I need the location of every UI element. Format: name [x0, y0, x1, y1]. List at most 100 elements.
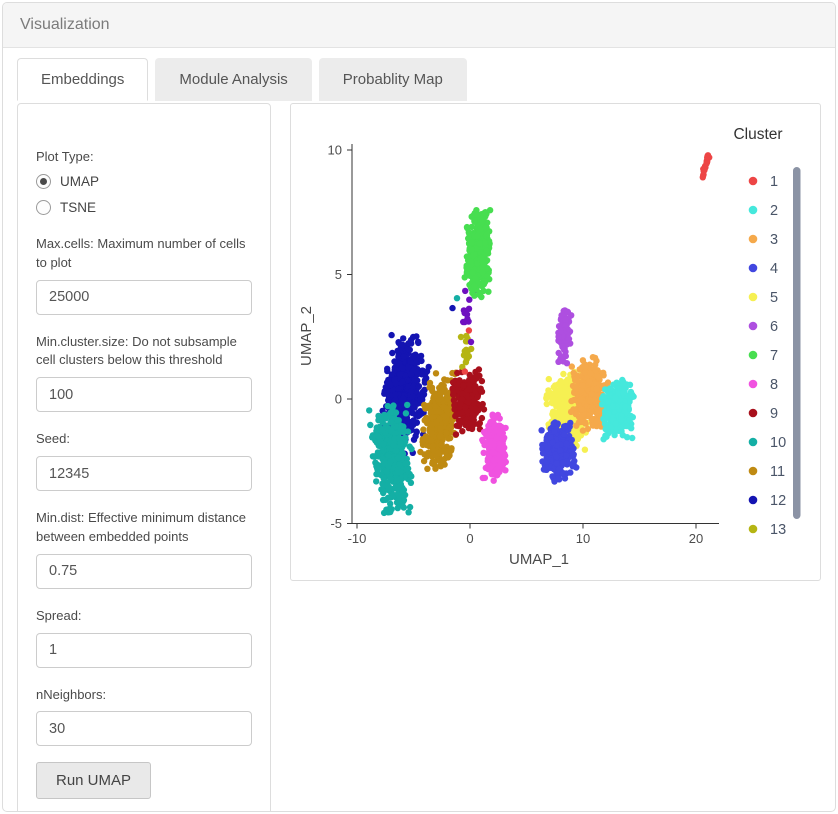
data-point	[387, 409, 394, 416]
data-point	[428, 430, 435, 437]
data-point	[571, 457, 578, 465]
data-point	[557, 447, 564, 454]
data-point	[500, 459, 508, 466]
data-point	[369, 434, 376, 441]
data-point	[587, 396, 594, 404]
data-point	[390, 402, 397, 409]
data-point	[410, 417, 417, 425]
data-point	[579, 357, 587, 364]
data-point	[400, 335, 407, 342]
data-point	[550, 420, 557, 427]
data-point	[581, 446, 589, 453]
data-point	[471, 398, 478, 405]
data-point	[568, 397, 575, 405]
legend-label-8: 8	[770, 377, 778, 393]
y-tick-label: 5	[335, 267, 342, 282]
data-point	[623, 422, 631, 430]
data-point	[605, 410, 612, 418]
legend-swatch-10	[748, 437, 758, 447]
max-cells-input[interactable]	[36, 279, 252, 315]
data-point	[375, 412, 382, 420]
data-point	[492, 470, 500, 478]
x-tick-label: 10	[576, 531, 590, 546]
data-point	[379, 426, 386, 433]
data-point	[612, 420, 619, 427]
data-point	[453, 295, 461, 302]
spread-input[interactable]	[36, 632, 252, 668]
legend-label-10: 10	[770, 435, 786, 451]
data-point	[462, 287, 469, 295]
spread-group: Spread:	[36, 607, 252, 668]
tab-module-analysis[interactable]: Module Analysis	[155, 58, 312, 101]
data-point	[626, 381, 634, 388]
data-point	[487, 441, 495, 448]
data-point	[455, 417, 463, 424]
data-point	[406, 346, 413, 353]
data-point	[399, 488, 406, 495]
tsne-radio[interactable]	[36, 199, 51, 215]
x-tick-label: 20	[689, 531, 703, 546]
umap-scatter-plot: -10 0 10 20-50510UMAP_1UMAP_2Cluster1234567…	[298, 126, 801, 568]
data-point	[392, 380, 399, 387]
data-point	[432, 465, 439, 472]
data-point	[385, 485, 393, 493]
legend-scrollbar[interactable]	[793, 167, 801, 519]
data-point	[593, 385, 600, 392]
data-point	[463, 223, 471, 231]
data-point	[397, 426, 405, 433]
data-point	[395, 434, 403, 442]
data-point	[495, 455, 502, 463]
parameters-panel: Plot Type: UMAP TSNE Max.cells: Maximum …	[17, 103, 271, 811]
data-point	[483, 247, 490, 254]
data-point	[577, 396, 584, 403]
data-point	[459, 390, 466, 398]
data-point	[699, 174, 706, 181]
data-point	[468, 415, 475, 422]
legend-label-1: 1	[770, 174, 778, 190]
data-point	[543, 458, 551, 465]
legend-swatch-13	[748, 524, 758, 534]
data-point	[560, 404, 567, 412]
min-dist-input[interactable]	[36, 553, 252, 589]
data-point	[578, 405, 585, 413]
data-point	[559, 470, 566, 477]
data-point	[620, 389, 627, 397]
data-point	[404, 364, 412, 371]
data-point	[557, 355, 564, 363]
plot-type-option-umap[interactable]: UMAP	[36, 173, 252, 189]
data-point	[457, 333, 465, 341]
data-point	[543, 400, 550, 408]
run-umap-button[interactable]: Run UMAP	[36, 762, 152, 800]
data-point	[589, 354, 597, 361]
tab-probablity-map[interactable]: Probablity Map	[318, 58, 467, 101]
data-point	[626, 416, 633, 424]
nneighbors-input[interactable]	[36, 711, 252, 747]
umap-radio[interactable]	[36, 173, 51, 189]
data-point	[440, 403, 447, 411]
legend-title: Cluster	[733, 126, 782, 143]
data-point	[466, 386, 473, 393]
min-cluster-size-input[interactable]	[36, 377, 252, 413]
data-point	[593, 417, 601, 425]
cluster-13-points	[457, 332, 475, 371]
min-dist-label: Min.dist: Effective minimum distance bet…	[36, 510, 246, 544]
data-point	[415, 412, 422, 420]
data-point	[385, 376, 392, 384]
data-point	[457, 400, 464, 407]
plot-type-option-tsne[interactable]: TSNE	[36, 199, 252, 215]
data-point	[478, 414, 486, 422]
data-point	[480, 428, 488, 436]
seed-input[interactable]	[36, 456, 252, 492]
legend-swatch-9	[748, 408, 758, 418]
data-point	[387, 508, 394, 516]
data-point	[586, 378, 593, 385]
tab-embeddings[interactable]: Embeddings	[17, 58, 149, 101]
data-point	[462, 359, 470, 366]
data-point	[406, 443, 413, 450]
data-point	[435, 408, 442, 415]
data-point	[413, 429, 420, 436]
cluster-2-points	[598, 376, 637, 443]
data-point	[438, 441, 445, 448]
data-point	[402, 410, 410, 417]
legend-swatch-12	[748, 495, 758, 505]
